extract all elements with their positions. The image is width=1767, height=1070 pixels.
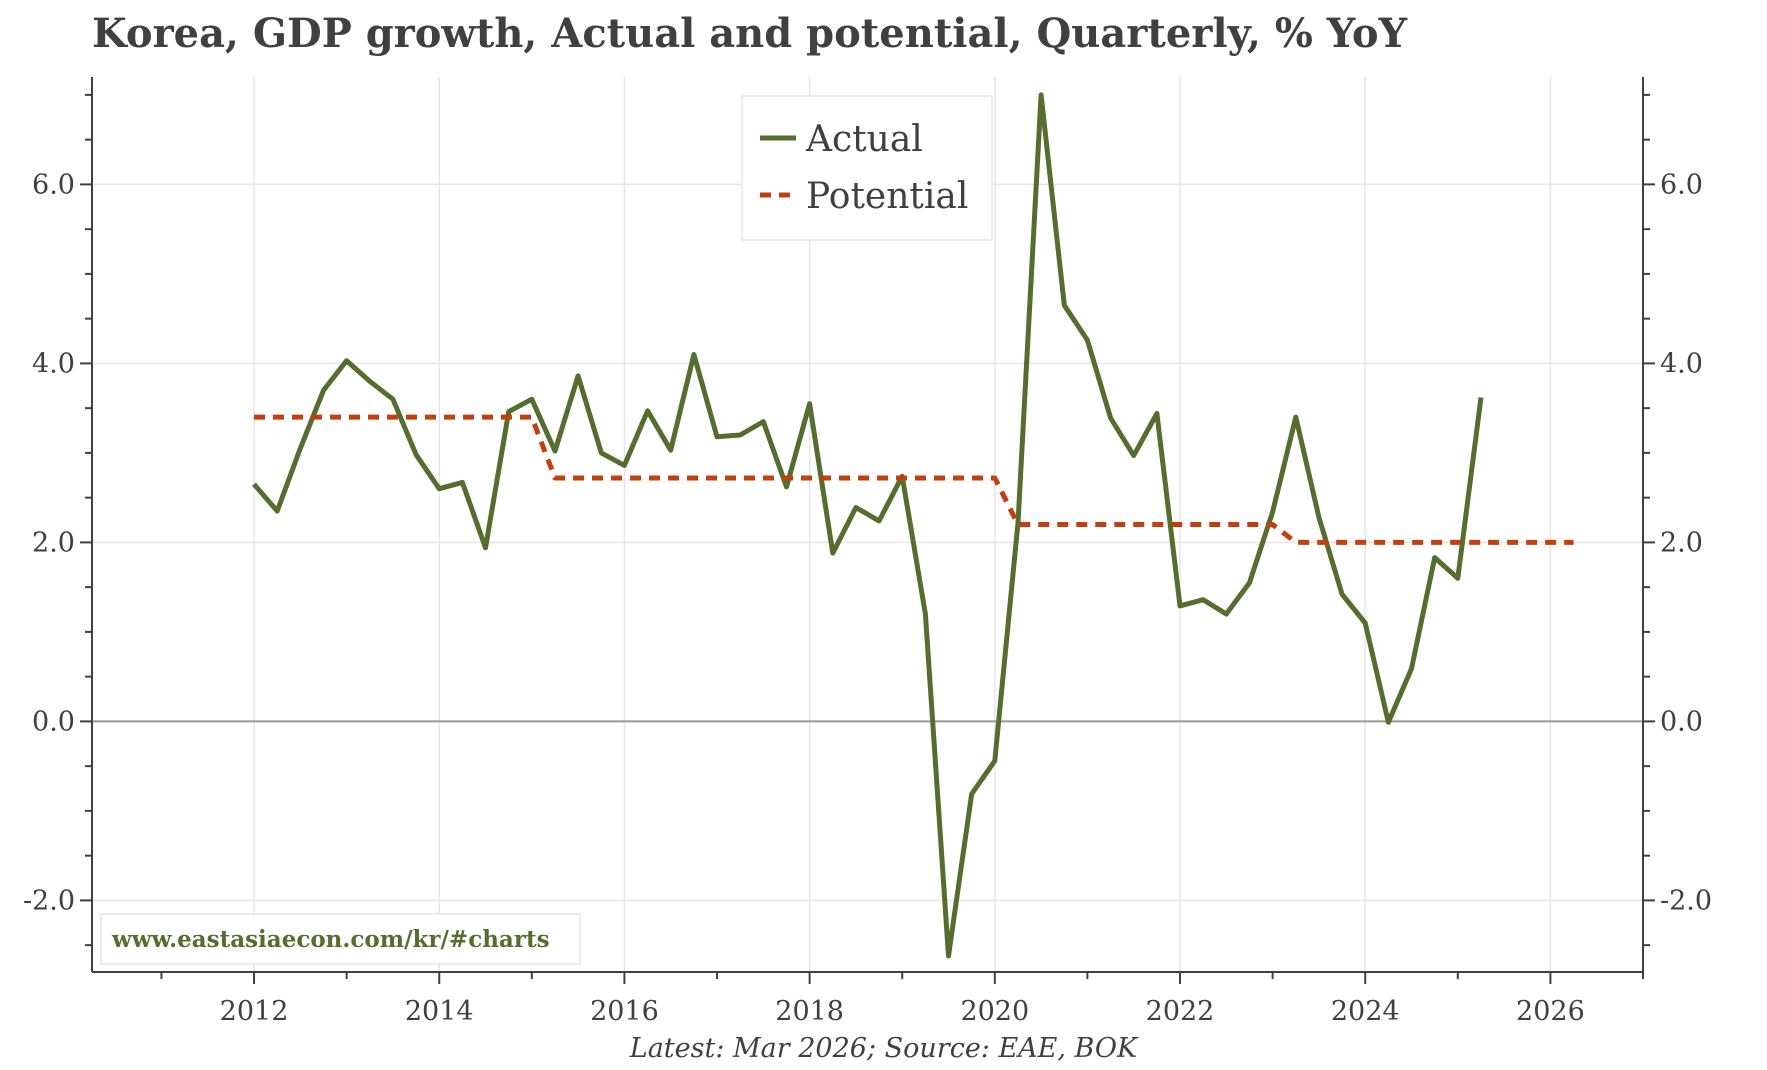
x-tick-label: 2014 bbox=[405, 996, 474, 1027]
watermark-box bbox=[100, 913, 581, 965]
y-left-tick-label: 0.0 bbox=[32, 706, 75, 737]
legend-potential-label: Potential bbox=[806, 176, 968, 217]
legend-box bbox=[741, 95, 993, 241]
series-lines bbox=[252, 92, 1574, 959]
series-line-potential bbox=[254, 414, 1574, 545]
y-left-tick-label: 4.0 bbox=[32, 348, 75, 379]
x-tick-label: 2026 bbox=[1516, 996, 1585, 1027]
legend: Actual Potential bbox=[741, 95, 993, 241]
x-tick-label: 2024 bbox=[1331, 996, 1400, 1027]
y-right-tick-label: 6.0 bbox=[1660, 169, 1703, 200]
x-tick-label: 2016 bbox=[590, 996, 659, 1027]
x-tick-label: 2020 bbox=[960, 996, 1029, 1027]
plot-frame bbox=[91, 77, 1644, 973]
watermark: www.eastasiaecon.com/kr/#charts bbox=[100, 913, 581, 965]
y-right-tick-label: 4.0 bbox=[1660, 348, 1703, 379]
series-line-actual bbox=[252, 92, 1484, 959]
y-right-tick-label: -2.0 bbox=[1660, 885, 1712, 916]
axes: 2012 2014 2016 2018 2020 2022 2024 2026 -2.0 -2.0… bbox=[23, 93, 1712, 1027]
legend-actual-label: Actual bbox=[805, 119, 923, 160]
y-right-tick-label: 2.0 bbox=[1660, 527, 1703, 558]
y-left-tick-label: 6.0 bbox=[32, 169, 75, 200]
watermark-text: www.eastasiaecon.com/kr/#charts bbox=[111, 926, 550, 953]
y-left-tick-label: 2.0 bbox=[32, 527, 75, 558]
y-left-tick-label: -2.0 bbox=[23, 885, 75, 916]
source-note: Latest: Mar 2026; Source: EAE, BOK bbox=[629, 1033, 1138, 1064]
x-tick-label: 2012 bbox=[220, 996, 289, 1027]
y-right-tick-label: 0.0 bbox=[1660, 706, 1703, 737]
chart-title: Korea, GDP growth, Actual and potential,… bbox=[92, 10, 1408, 57]
x-tick-label: 2018 bbox=[775, 996, 844, 1027]
x-tick-label: 2022 bbox=[1146, 996, 1215, 1027]
